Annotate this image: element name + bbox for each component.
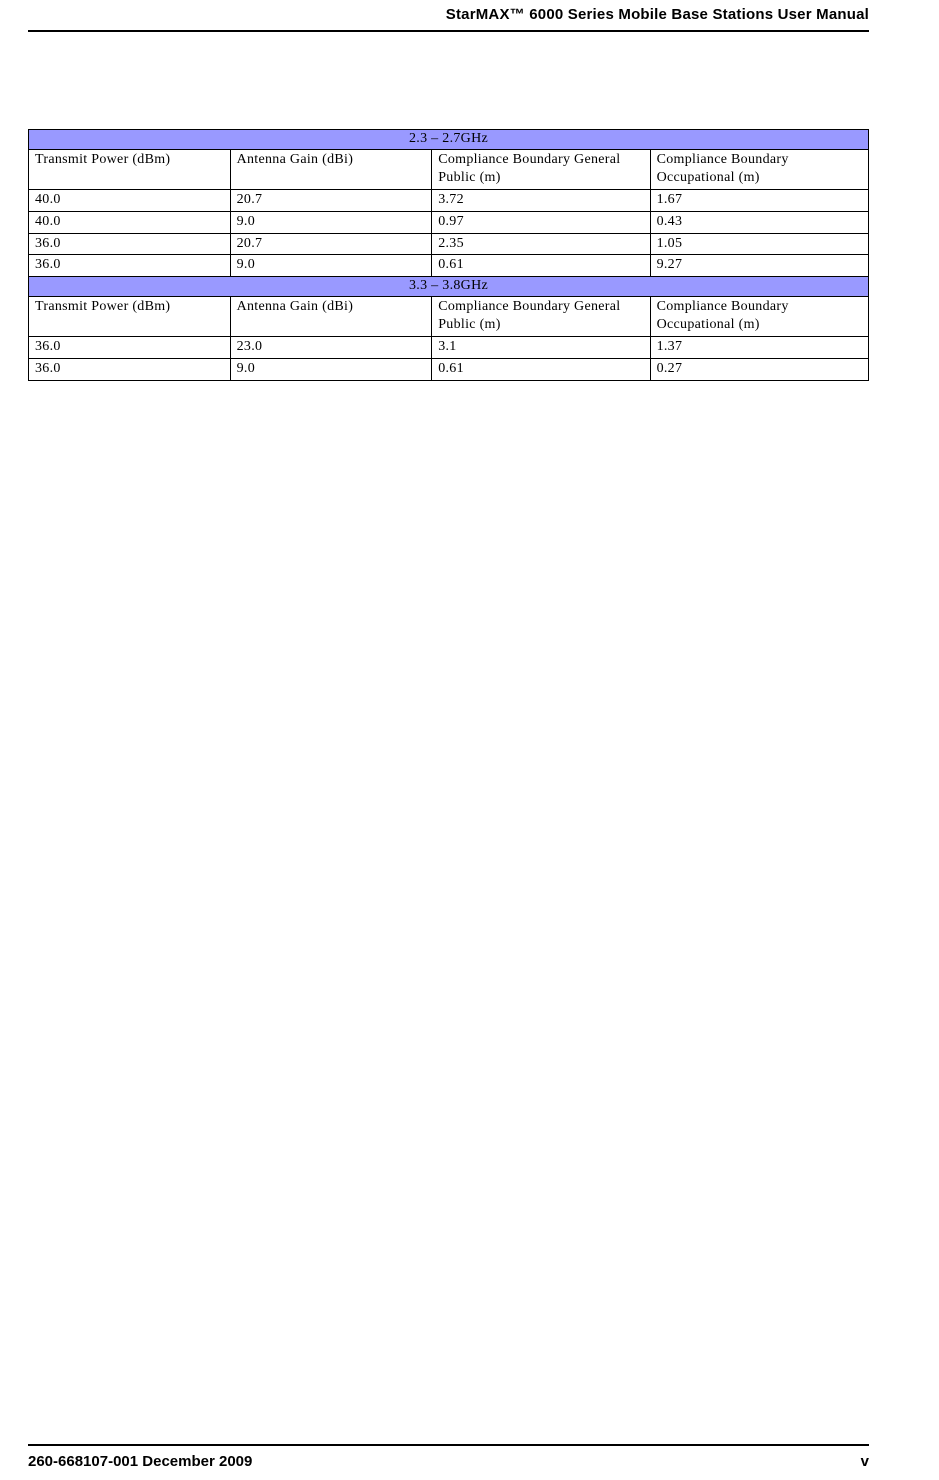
cell: 40.0: [29, 211, 231, 233]
cell: 0.61: [432, 358, 650, 380]
compliance-table-wrap: 2.3 – 2.7GHz Transmit Power (dBm) Antenn…: [28, 129, 869, 381]
cell: 9.0: [230, 211, 432, 233]
band1-col1-header: Transmit Power (dBm): [29, 149, 231, 189]
band2-col4-header: Compliance Boundary Occupational (m): [650, 297, 868, 337]
footer-pagenum: v: [861, 1453, 869, 1470]
cell: 0.61: [432, 255, 650, 277]
cell: 36.0: [29, 337, 231, 359]
cell: 20.7: [230, 189, 432, 211]
page-header-title: StarMAX™ 6000 Series Mobile Base Station…: [446, 6, 869, 23]
compliance-table: 2.3 – 2.7GHz Transmit Power (dBm) Antenn…: [28, 129, 869, 381]
band2-header-row: Transmit Power (dBm) Antenna Gain (dBi) …: [29, 297, 869, 337]
cell: 20.7: [230, 233, 432, 255]
cell: 1.05: [650, 233, 868, 255]
cell: 0.97: [432, 211, 650, 233]
cell: 9.0: [230, 255, 432, 277]
cell: 3.1: [432, 337, 650, 359]
header-rule: [28, 30, 869, 32]
table-row: 36.0 23.0 3.1 1.37: [29, 337, 869, 359]
band1-col3-header: Compliance Boundary General Public (m): [432, 149, 650, 189]
band1-col4-header: Compliance Boundary Occupational (m): [650, 149, 868, 189]
table-row: 36.0 9.0 0.61 9.27: [29, 255, 869, 277]
band2-col3-header: Compliance Boundary General Public (m): [432, 297, 650, 337]
cell: 3.72: [432, 189, 650, 211]
band1-title-row: 2.3 – 2.7GHz: [29, 130, 869, 150]
cell: 9.27: [650, 255, 868, 277]
cell: 1.67: [650, 189, 868, 211]
page: StarMAX™ 6000 Series Mobile Base Station…: [0, 0, 939, 1480]
cell: 9.0: [230, 358, 432, 380]
table-row: 40.0 20.7 3.72 1.67: [29, 189, 869, 211]
band2-title-row: 3.3 – 3.8GHz: [29, 277, 869, 297]
cell: 40.0: [29, 189, 231, 211]
footer-rule: [28, 1444, 869, 1446]
table-row: 40.0 9.0 0.97 0.43: [29, 211, 869, 233]
cell: 36.0: [29, 358, 231, 380]
cell: 23.0: [230, 337, 432, 359]
cell: 0.43: [650, 211, 868, 233]
cell: 36.0: [29, 255, 231, 277]
band2-title: 3.3 – 3.8GHz: [29, 277, 869, 297]
band1-col2-header: Antenna Gain (dBi): [230, 149, 432, 189]
band1-header-row: Transmit Power (dBm) Antenna Gain (dBi) …: [29, 149, 869, 189]
cell: 1.37: [650, 337, 868, 359]
band2-col2-header: Antenna Gain (dBi): [230, 297, 432, 337]
cell: 2.35: [432, 233, 650, 255]
table-row: 36.0 20.7 2.35 1.05: [29, 233, 869, 255]
band2-col1-header: Transmit Power (dBm): [29, 297, 231, 337]
cell: 0.27: [650, 358, 868, 380]
cell: 36.0: [29, 233, 231, 255]
band1-title: 2.3 – 2.7GHz: [29, 130, 869, 150]
footer-docnum: 260-668107-001 December 2009: [28, 1453, 252, 1470]
table-row: 36.0 9.0 0.61 0.27: [29, 358, 869, 380]
